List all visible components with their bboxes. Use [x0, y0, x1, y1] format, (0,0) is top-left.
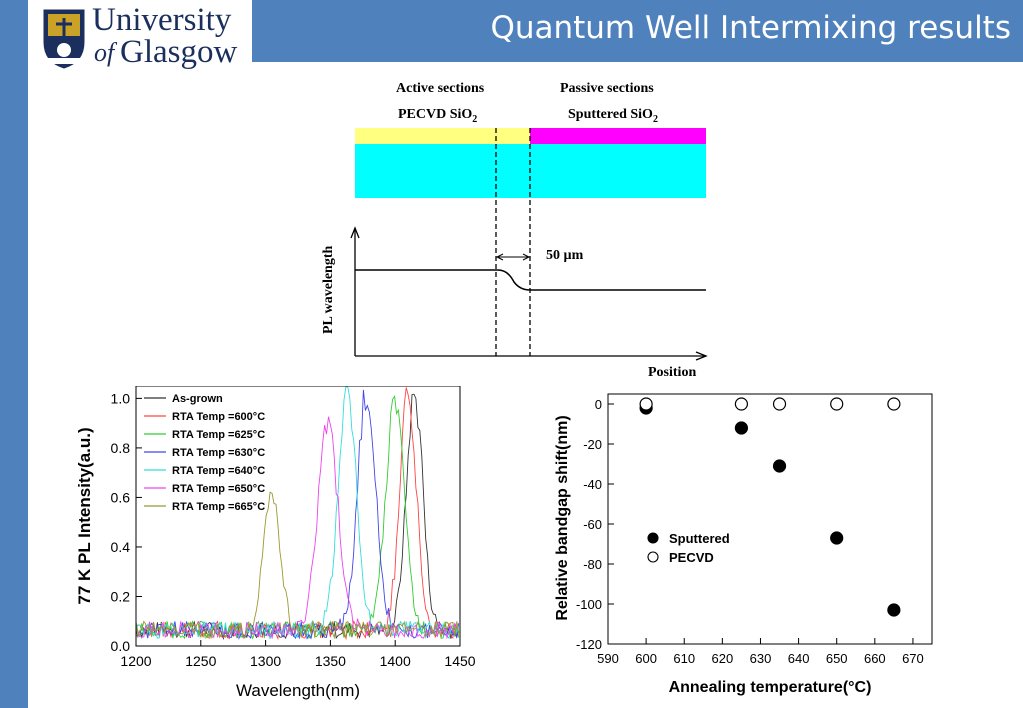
pecvd-layer — [355, 128, 530, 144]
bandgap-shift-chart: 590 600 610 620 630 640 650 660 670 0 -20 -40 -60 -80… — [554, 393, 933, 696]
pl-x-tick-label: 1350 — [315, 653, 346, 669]
pecvd-point — [639, 397, 653, 411]
shift-x-tick-label: 600 — [635, 651, 657, 666]
sputtered-label: Sputtered SiO2 — [568, 107, 658, 125]
logo-line1: University — [92, 2, 232, 38]
pl-y-tick-label: 0.0 — [111, 638, 131, 654]
shift-axes: 590 600 610 620 630 640 650 660 670 0 -20 -40 -60 -80… — [576, 397, 924, 666]
pl-y-tick-label: 0.4 — [111, 539, 131, 555]
logo-line2-prefix: of — [94, 38, 115, 67]
pl-series-line — [135, 386, 460, 640]
y-axis-arrow-icon — [350, 226, 360, 239]
pl-legend: As-grown RTA Temp =600°C RTA Temp =625°C RT… — [144, 393, 265, 513]
shift-x-tick-label: 620 — [712, 651, 734, 666]
pl-y-tick-label: 0.8 — [111, 440, 131, 456]
shift-x-tick-label: 590 — [597, 651, 619, 666]
shift-y-axis-label: Relative bandgap shift(nm) — [554, 415, 571, 620]
shift-y-tick-label: -120 — [576, 637, 602, 652]
logo-line2: Glasgow — [120, 34, 238, 70]
pl-plot-frame — [135, 386, 461, 647]
shift-legend-marker — [647, 532, 659, 544]
sputtered-label-text: Sputtered SiO — [568, 107, 653, 122]
shift-x-tick-label: 670 — [902, 651, 924, 666]
shift-y-tick-label: -60 — [583, 517, 602, 532]
pecvd-point — [887, 397, 901, 411]
sputtered-point — [887, 603, 901, 617]
pl-x-tick-label: 1300 — [250, 653, 281, 669]
pecvd-label: PECVD SiO2 — [398, 107, 477, 125]
left-accent-bar — [0, 0, 28, 708]
shift-y-tick-label: -20 — [583, 437, 602, 452]
pecvd-point — [734, 397, 749, 411]
pecvd-subscript: 2 — [472, 114, 477, 125]
pl-legend-label: RTA Temp =665°C — [172, 501, 265, 513]
pl-y-axis-label: 77 K PL Intensity(a.u.) — [75, 427, 94, 604]
shift-plot-frame — [607, 393, 933, 645]
pl-wavelength-profile — [355, 269, 706, 291]
shift-x-tick-label: 610 — [673, 651, 695, 666]
shift-legend-label: PECVD — [669, 550, 714, 565]
pl-y-tick-label: 1.0 — [111, 390, 131, 406]
active-sections-label: Active sections — [396, 81, 485, 96]
distance-label: 50 µm — [546, 248, 584, 263]
pl-legend-label: RTA Temp =630°C — [172, 447, 265, 459]
pecvd-point — [772, 397, 787, 411]
distance-arrowheads-icon — [495, 253, 531, 261]
title-bar: Quantum Well Intermixing results — [252, 0, 1023, 62]
shift-x-tick-label: 650 — [826, 651, 848, 666]
shift-y-tick-label: -40 — [583, 477, 602, 492]
qwi-diagram: Active sections Passive sections PECVD S… — [321, 81, 708, 380]
sputtered-layer — [530, 128, 706, 144]
shift-y-tick-label: 0 — [595, 397, 602, 412]
shift-y-tick-label: -100 — [576, 597, 602, 612]
pl-series-line — [135, 394, 460, 640]
shift-legend-label: Sputtered — [669, 531, 730, 546]
shift-legend-marker — [647, 551, 659, 563]
shift-x-tick-label: 640 — [788, 651, 810, 666]
pl-legend-label: RTA Temp =640°C — [172, 465, 265, 477]
shift-x-axis-label: Annealing temperature(°C) — [669, 679, 872, 696]
pl-y-tick-label: 0.2 — [111, 588, 131, 604]
sputtered-point — [772, 459, 787, 473]
pl-x-axis-label: Wavelength(nm) — [236, 681, 360, 700]
shift-y-tick-label: -80 — [583, 557, 602, 572]
pl-axes: 1200 1250 1300 1350 1400 1450 0.0 0.2 0.4 0.6 0.8 1… — [111, 390, 476, 669]
sputtered-point — [830, 531, 844, 545]
pl-series-line — [135, 416, 460, 640]
pl-x-tick-label: 1250 — [185, 653, 216, 669]
crest-icon — [43, 9, 85, 69]
sputtered-subscript: 2 — [653, 114, 658, 125]
pl-x-tick-label: 1450 — [444, 653, 475, 669]
pl-plot-area — [135, 386, 460, 641]
pl-series-line — [135, 491, 460, 640]
pl-legend-label: RTA Temp =650°C — [172, 483, 265, 495]
pl-legend-label: RTA Temp =600°C — [172, 411, 265, 423]
x-axis-arrow-icon — [695, 351, 708, 361]
sputtered-point — [734, 421, 749, 435]
shift-x-tick-label: 630 — [750, 651, 772, 666]
pl-spectra-chart: 1200 1250 1300 1350 1400 1450 0.0 0.2 0.4 0.6 0.8 1… — [75, 386, 476, 700]
passive-sections-label: Passive sections — [560, 81, 654, 96]
pl-x-tick-label: 1200 — [120, 653, 151, 669]
shift-legend: Sputtered PECVD — [647, 531, 730, 565]
pl-legend-label: As-grown — [172, 393, 223, 405]
pecvd-point — [830, 397, 844, 411]
slide-title: Quantum Well Intermixing results — [490, 10, 1011, 46]
pl-wavelength-axis-label: PL wavelength — [321, 246, 336, 334]
position-axis-label: Position — [648, 365, 696, 380]
shift-points — [639, 397, 901, 617]
pl-legend-label: RTA Temp =625°C — [172, 429, 265, 441]
pl-x-tick-label: 1400 — [380, 653, 411, 669]
pl-y-tick-label: 0.6 — [111, 489, 131, 505]
university-logo: University of Glasgow — [28, 0, 252, 76]
pecvd-label-text: PECVD SiO — [398, 107, 472, 122]
shift-x-tick-label: 660 — [864, 651, 886, 666]
